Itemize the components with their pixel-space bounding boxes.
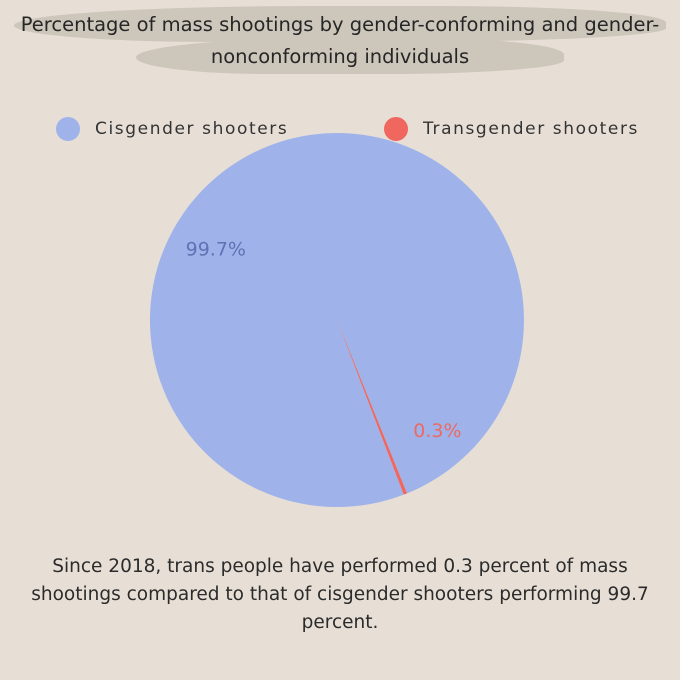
legend-swatch-transgender [384,117,408,141]
pie-label-transgender: 0.3% [413,420,461,442]
legend-swatch-cisgender [56,117,80,141]
pie-label-cisgender: 99.7% [186,239,246,261]
pie-slice-transgender [337,320,408,495]
legend-item-cisgender: Cisgender shooters [56,112,288,146]
chart-title: Percentage of mass shootings by gender-c… [20,13,660,68]
chart-caption: Since 2018, trans people have performed … [31,556,649,633]
pie-slice-cisgender [149,133,524,508]
legend-label-transgender: Transgender shooters [423,119,639,139]
legend-label-cisgender: Cisgender shooters [95,119,289,139]
legend-item-transgender: Transgender shooters [384,112,639,146]
title-highlight-line-1 [14,6,666,42]
title-banner: Percentage of mass shootings by gender-c… [0,0,680,80]
title-highlight-line-2 [136,38,564,74]
chart-legend: Cisgender shooters Transgender shooters [0,112,680,146]
